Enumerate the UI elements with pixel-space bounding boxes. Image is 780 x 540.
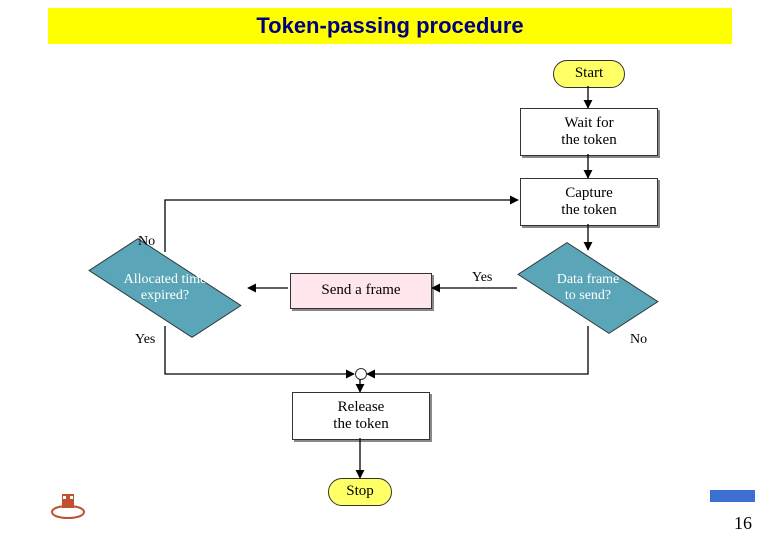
node-send-frame: Send a frame xyxy=(290,273,432,309)
footer-accent xyxy=(710,490,755,502)
node-stop: Stop xyxy=(328,478,392,506)
node-data-frame-label: Data frame to send? xyxy=(557,272,620,304)
page-number: 16 xyxy=(734,513,752,534)
node-wait: Wait for the token xyxy=(520,108,658,156)
junction xyxy=(355,368,367,380)
logo-icon xyxy=(48,486,88,526)
node-capture-label: Capture the token xyxy=(561,185,616,220)
page-title: Token-passing procedure xyxy=(48,8,732,44)
label-data-yes: Yes xyxy=(472,270,492,286)
node-send-frame-label: Send a frame xyxy=(321,282,400,299)
node-alloc-time-label: Allocated time expired? xyxy=(124,272,207,304)
node-wait-label: Wait for the token xyxy=(561,115,616,150)
label-data-no: No xyxy=(630,332,647,348)
node-capture: Capture the token xyxy=(520,178,658,226)
node-release-label: Release the token xyxy=(333,399,388,434)
node-start-label: Start xyxy=(575,65,603,82)
label-alloc-no: No xyxy=(138,234,155,250)
node-stop-label: Stop xyxy=(346,483,374,500)
node-data-frame-q: Data frame to send? xyxy=(513,248,663,328)
node-release: Release the token xyxy=(292,392,430,440)
node-start: Start xyxy=(553,60,625,88)
label-alloc-yes: Yes xyxy=(135,332,155,348)
node-alloc-time-q: Allocated time expired? xyxy=(80,248,250,328)
